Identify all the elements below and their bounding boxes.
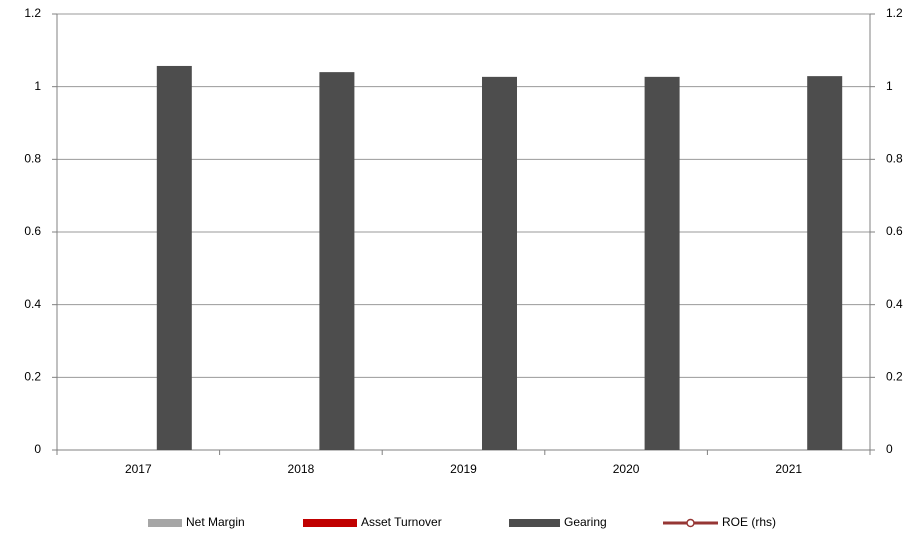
x-tick-label: 2021 xyxy=(775,462,802,476)
y-tick-label: 0 xyxy=(34,442,41,456)
y-tick-label: 1 xyxy=(34,79,41,93)
bar xyxy=(319,72,355,450)
y2-tick-label: 1.2 xyxy=(886,6,903,20)
y2-tick-label: 0.8 xyxy=(886,152,903,166)
x-tick-label: 2020 xyxy=(613,462,640,476)
y2-tick-label: 1 xyxy=(886,79,893,93)
legend-swatch xyxy=(148,519,182,527)
bar xyxy=(644,76,680,451)
x-tick-label: 2018 xyxy=(288,462,315,476)
y2-tick-label: 0.2 xyxy=(886,370,903,384)
y2-tick-label: 0 xyxy=(886,442,893,456)
bar xyxy=(156,65,192,450)
legend-label: Net Margin xyxy=(186,515,245,529)
y-tick-label: 0.6 xyxy=(24,224,41,238)
y-tick-label: 0.2 xyxy=(24,370,41,384)
legend-swatch xyxy=(303,519,357,527)
y-tick-label: 1.2 xyxy=(24,6,41,20)
y2-tick-label: 0.4 xyxy=(886,297,903,311)
x-tick-label: 2019 xyxy=(450,462,477,476)
bar xyxy=(807,76,843,450)
y-tick-label: 0.4 xyxy=(24,297,41,311)
legend-label: Asset Turnover xyxy=(361,515,442,529)
bar xyxy=(482,76,517,451)
legend-label: Gearing xyxy=(564,515,607,529)
x-tick-label: 2017 xyxy=(125,462,152,476)
legend-label: ROE (rhs) xyxy=(722,515,776,529)
y2-tick-label: 0.6 xyxy=(886,224,903,238)
legend-swatch xyxy=(509,519,560,527)
y-tick-label: 0.8 xyxy=(24,152,41,166)
legend-marker xyxy=(686,518,695,528)
